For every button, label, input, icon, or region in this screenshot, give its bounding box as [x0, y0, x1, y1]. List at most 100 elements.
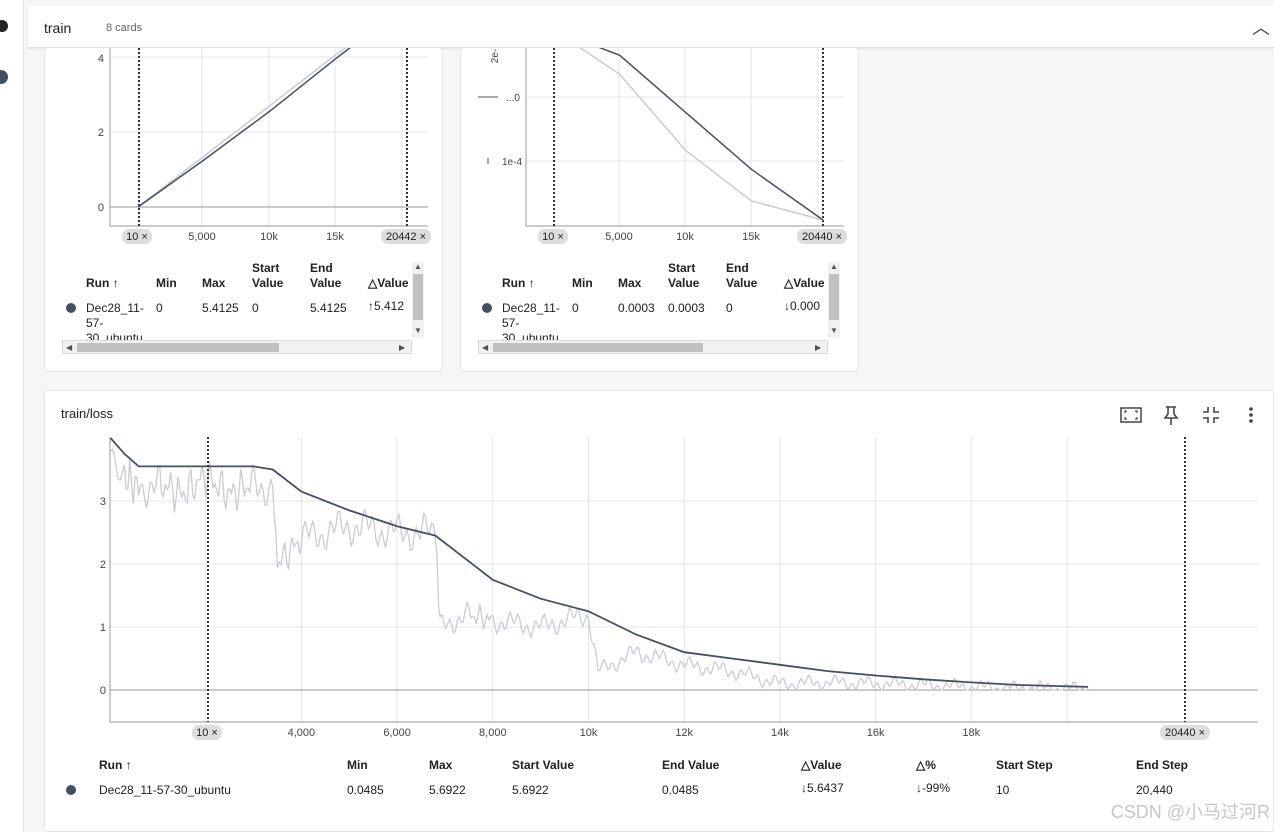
cell-start-value: 5.6922 — [512, 783, 549, 797]
x-tick: 15k — [326, 231, 344, 243]
cell-delta: ↓5.6437 — [801, 781, 844, 795]
col-end-value[interactable]: End Value — [662, 758, 720, 772]
scroll-left-icon[interactable]: ◀ — [482, 343, 489, 352]
card-title: train/loss — [61, 406, 114, 421]
run-name-line: 57- — [86, 316, 104, 330]
cell-delta: ↓0.000 — [784, 299, 821, 313]
right-marker-chip — [1160, 725, 1210, 740]
run-name-line: Dec28_11- — [502, 301, 560, 315]
col-min[interactable]: Min — [156, 276, 177, 290]
loss-data-table: Run ↑ Min Max Start Value End Value △Val… — [44, 752, 1274, 832]
col-run[interactable]: Run ↑ — [86, 276, 119, 290]
col-run[interactable]: Run ↑ — [502, 276, 535, 290]
x-tick: 4,000 — [288, 727, 316, 739]
cell-max: 5.4125 — [202, 301, 239, 315]
cell-end-step: 20,440 — [1136, 783, 1173, 797]
vertical-scrollbar[interactable]: ▲ ▼ — [828, 262, 840, 338]
col-start[interactable]: Start Value — [668, 261, 700, 290]
cell-end: 0 — [726, 301, 733, 315]
x-tick: 10k — [260, 231, 278, 243]
right-marker-label: 20440 × — [802, 231, 842, 243]
chevron-up-icon[interactable]: ︿ — [1252, 18, 1270, 38]
y-tick: 1e-4 — [502, 157, 522, 168]
run-color-icon[interactable] — [0, 70, 8, 84]
y-tick: 2 — [98, 127, 104, 139]
horizontal-scrollbar[interactable]: ◀ ▶ — [62, 340, 412, 354]
cell-max: 5.6922 — [429, 783, 466, 797]
x-tick: 18k — [962, 727, 980, 739]
cell-end-value: 0.0485 — [662, 783, 699, 797]
y-tick: 4 — [98, 53, 104, 65]
left-marker-chip — [122, 229, 152, 244]
x-tick: 14k — [771, 727, 789, 739]
col-end-step[interactable]: End Step — [1136, 758, 1189, 772]
more-vert-icon[interactable] — [1240, 404, 1262, 426]
col-start-step[interactable]: Start Step — [996, 758, 1053, 772]
y-tick: ...0 — [506, 93, 520, 104]
cell-min: 0 — [572, 301, 579, 315]
col-run[interactable]: Run ↑ — [99, 758, 132, 772]
scroll-down-icon[interactable]: ▼ — [414, 326, 422, 335]
col-start-value[interactable]: Start Value — [512, 758, 575, 772]
col-end[interactable]: End Value — [310, 261, 342, 290]
fit-domain-icon[interactable] — [1120, 404, 1142, 426]
cell-start: 0 — [252, 301, 259, 315]
series-line-raw — [579, 48, 824, 221]
x-tick: 5,000 — [188, 231, 216, 243]
palette-icon[interactable] — [0, 20, 8, 32]
collapse-icon[interactable] — [1200, 404, 1222, 426]
col-min[interactable]: Min — [572, 276, 593, 290]
loss-chart: 32102,0004,0006,0008,00010k12k14k16k18k … — [100, 437, 1258, 740]
col-max[interactable]: Max — [202, 276, 226, 290]
left-marker-label: 10 × — [126, 231, 148, 243]
series-line-smoothed — [137, 48, 351, 208]
col-min[interactable]: Min — [347, 758, 368, 772]
vertical-scrollbar[interactable]: ▲ ▼ — [412, 262, 424, 338]
right-marker-label: 20442 × — [386, 231, 426, 243]
col-end[interactable]: End Value — [726, 261, 758, 290]
series-line-raw — [137, 48, 347, 208]
scroll-left-icon[interactable]: ◀ — [66, 343, 73, 352]
scroll-up-icon[interactable]: ▲ — [830, 262, 838, 271]
y-tick: 2 — [100, 559, 106, 571]
left-rail — [0, 0, 24, 832]
col-max[interactable]: Max — [429, 758, 453, 772]
scroll-right-icon[interactable]: ▶ — [399, 343, 406, 352]
run-name-line: 57- — [502, 316, 520, 330]
run-name-line: 30_ubuntu — [502, 331, 559, 341]
scroll-right-icon[interactable]: ▶ — [815, 343, 822, 352]
scroll-up-icon[interactable]: ▲ — [414, 262, 422, 271]
col-delta[interactable]: △Value — [801, 758, 842, 772]
y-tick: 3 — [100, 496, 106, 508]
col-delta[interactable]: △Value — [784, 276, 825, 290]
horizontal-scrollbar[interactable]: ◀ ▶ — [478, 340, 828, 354]
run-name-line: 30_ubuntu — [86, 331, 143, 341]
x-tick: 15k — [742, 231, 760, 243]
y-tick: 0 — [98, 202, 104, 214]
y-tick: 0 — [100, 685, 106, 697]
col-start[interactable]: Start Value — [252, 261, 284, 290]
x-tick: 16k — [867, 727, 885, 739]
pin-icon[interactable] — [1160, 404, 1182, 426]
watermark: CSDN @小马过河R — [1110, 802, 1270, 822]
scalar-card-loss — [44, 390, 1274, 832]
right-marker-chip — [381, 229, 431, 244]
scroll-down-icon[interactable]: ▼ — [830, 326, 838, 335]
col-max[interactable]: Max — [618, 276, 642, 290]
card-group-header[interactable]: train 8 cards ︿ — [28, 6, 1274, 48]
cell-delta-pct: ↓-99% — [916, 781, 951, 795]
cell-max: 0.0003 — [618, 301, 655, 315]
cell-start: 0.0003 — [668, 301, 705, 315]
cell-start-step: 10 — [996, 783, 1010, 797]
cell-min: 0.0485 — [347, 783, 384, 797]
col-delta[interactable]: △Value — [368, 276, 409, 290]
col-delta-pct[interactable]: △% — [916, 758, 936, 772]
series-line-smoothed — [598, 48, 824, 221]
left-marker-label: 10 × — [196, 727, 218, 739]
card-count: 8 cards — [106, 22, 143, 34]
run-name-line: Dec28_11- — [86, 301, 144, 315]
x-tick: 8,000 — [479, 727, 507, 739]
group-title: train — [44, 20, 72, 36]
chart-2: 2e- ...0 1e-4 5,000 10k 15k 10 × 20440 × — [478, 48, 847, 244]
x-tick: 10k — [580, 727, 598, 739]
